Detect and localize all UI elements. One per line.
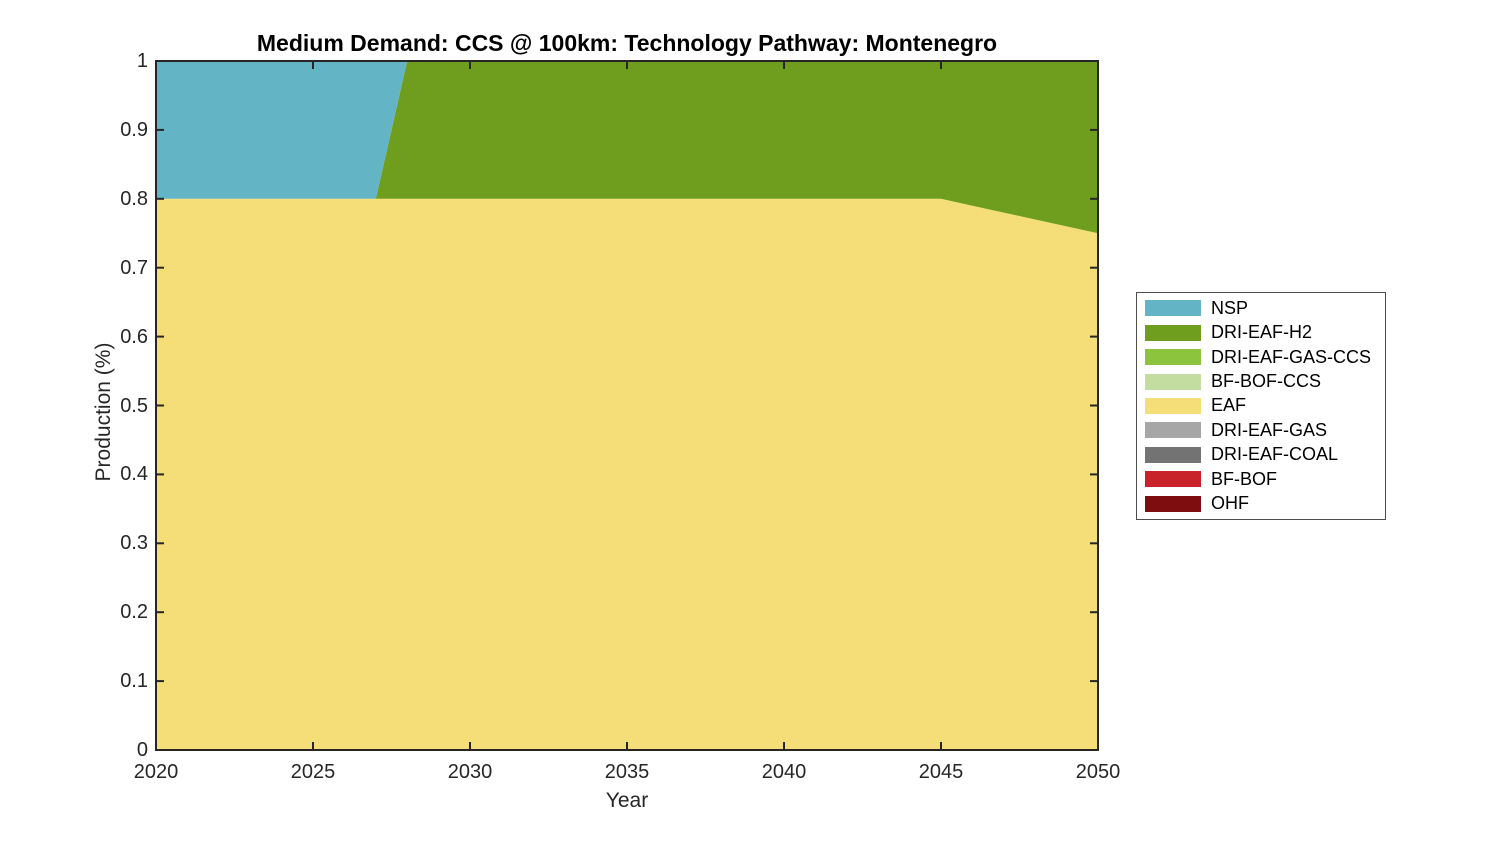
- x-tick-label: 2020: [133, 761, 179, 783]
- legend-item-dri-eaf-gas: DRI-EAF-GAS: [1137, 418, 1385, 442]
- legend-swatch-ohf: [1145, 495, 1201, 512]
- x-axis-label: Year: [605, 789, 649, 812]
- legend-swatch-dri-eaf-gas-ccs: [1145, 349, 1201, 366]
- legend-label: DRI-EAF-H2: [1211, 322, 1313, 343]
- legend-item-bf-bof: BF-BOF: [1137, 467, 1385, 491]
- legend-swatch-dri-eaf-h2: [1145, 324, 1201, 341]
- y-tick-label: 0.2: [120, 601, 148, 624]
- legend-label: DRI-EAF-GAS: [1211, 419, 1328, 440]
- legend-swatch-bf-bof: [1145, 471, 1201, 488]
- legend-label: BF-BOF: [1211, 468, 1277, 489]
- x-tick-label: 2030: [447, 761, 493, 783]
- x-tick-label: 2035: [604, 761, 650, 783]
- legend-label: DRI-EAF-COAL: [1211, 444, 1339, 465]
- legend-item-dri-eaf-h2: DRI-EAF-H2: [1137, 321, 1385, 345]
- y-tick-label: 0.3: [120, 532, 148, 555]
- legend-swatch-dri-eaf-coal: [1145, 446, 1201, 463]
- legend-swatch-bf-bof-ccs: [1145, 373, 1201, 390]
- y-tick-label: 0.7: [120, 256, 148, 279]
- legend-swatch-dri-eaf-gas: [1145, 422, 1201, 439]
- legend-item-nsp: NSP: [1137, 296, 1385, 320]
- legend-item-bf-bof-ccs: BF-BOF-CCS: [1137, 370, 1385, 394]
- x-tick-label: 2050: [1075, 761, 1121, 783]
- x-tick-label: 2025: [290, 761, 336, 783]
- y-tick-label: 0.4: [120, 463, 148, 486]
- y-tick-label: 1: [136, 50, 148, 72]
- area-eaf: [156, 198, 1098, 751]
- y-tick-label: 0.5: [120, 394, 148, 417]
- legend-label: BF-BOF-CCS: [1211, 371, 1321, 392]
- legend: NSP DRI-EAF-H2 DRI-EAF-GAS-CCS BF-BOF-CCS EA…: [1136, 292, 1386, 520]
- legend-item-eaf: EAF: [1137, 394, 1385, 418]
- y-tick-label: 0.1: [120, 670, 148, 693]
- legend-label: DRI-EAF-GAS-CCS: [1211, 346, 1372, 367]
- x-tick-label: 2045: [918, 761, 964, 783]
- chart-title: Medium Demand: CCS @ 100km: Technology P…: [256, 30, 998, 56]
- legend-item-dri-eaf-coal: DRI-EAF-COAL: [1137, 443, 1385, 467]
- y-tick-label: 0.9: [120, 118, 148, 141]
- y-tick-label: 0.8: [120, 187, 148, 210]
- legend-item-ohf: OHF: [1137, 492, 1385, 516]
- y-tick-label: 0: [136, 739, 148, 761]
- legend-item-dri-eaf-gas-ccs: DRI-EAF-GAS-CCS: [1137, 345, 1385, 369]
- legend-label: EAF: [1211, 395, 1247, 416]
- legend-label: NSP: [1211, 297, 1249, 318]
- y-tick-label: 0.6: [120, 325, 148, 348]
- x-tick-label: 2040: [761, 761, 807, 783]
- area-nsp: [156, 61, 1098, 199]
- legend-swatch-eaf: [1145, 397, 1201, 414]
- legend-swatch-nsp: [1145, 300, 1201, 317]
- legend-label: OHF: [1211, 493, 1249, 514]
- area-dri-eaf-h2: [156, 61, 1098, 234]
